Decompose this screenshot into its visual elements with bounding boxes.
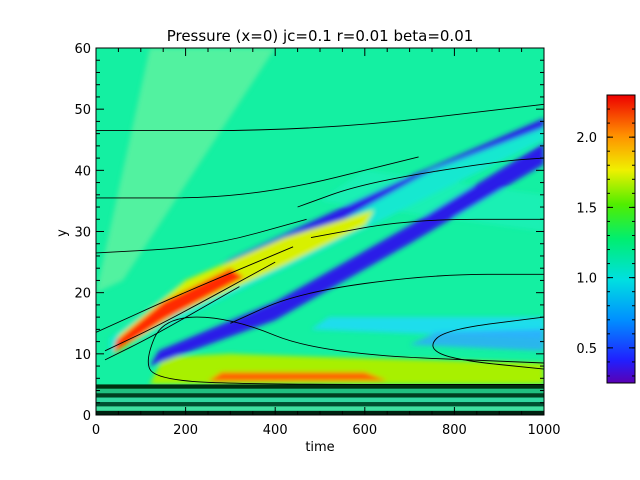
x-tick-label: 200 xyxy=(173,423,198,438)
y-tick-label: 40 xyxy=(74,164,91,179)
y-tick-label: 30 xyxy=(74,226,91,241)
bottom-band xyxy=(96,402,544,407)
contour-line xyxy=(96,218,307,254)
bottom-band xyxy=(96,388,544,394)
colorbar: 0.5 1.0 1.5 2.0 xyxy=(576,94,636,384)
y-axis: 0 10 20 30 40 50 60 xyxy=(74,42,544,424)
contour-line xyxy=(96,103,544,132)
colorbar-tick-label: 1.5 xyxy=(576,201,597,216)
x-axis: 0 200 400 600 800 1000 xyxy=(92,48,561,438)
colorbar-gradient xyxy=(606,94,636,384)
light-wedge xyxy=(96,48,276,293)
contour-line xyxy=(230,273,544,324)
colorbar-tick-label: 2.0 xyxy=(576,131,597,146)
y-tick-label: 0 xyxy=(83,409,91,424)
y-tick-label: 10 xyxy=(74,348,91,363)
contour-line xyxy=(96,246,294,333)
compressed-front-yellow xyxy=(113,210,374,354)
x-tick-label: 0 xyxy=(92,423,100,438)
bottom-band xyxy=(96,406,544,411)
y-tick-label: 20 xyxy=(74,287,91,302)
contour-line xyxy=(104,261,276,352)
contour-line xyxy=(104,286,240,361)
upper-region xyxy=(320,170,544,232)
contour-line xyxy=(432,316,544,370)
contour-line xyxy=(310,218,544,239)
x-tick-label: 400 xyxy=(263,423,288,438)
high-pressure-band-y6 xyxy=(208,372,388,382)
chart-title: Pressure (x=0) jc=0.1 r=0.01 beta=0.01 xyxy=(167,27,474,45)
colorbar-tick-label: 0.5 xyxy=(576,342,597,357)
x-axis-label: time xyxy=(305,440,334,455)
bottom-band xyxy=(96,397,544,403)
compressed-front-red xyxy=(113,268,244,353)
x-tick-label: 1000 xyxy=(527,423,560,438)
colorbar-tick-label: 1.0 xyxy=(576,272,597,287)
contour-line xyxy=(297,157,544,208)
bottom-band xyxy=(96,393,544,398)
y-axis-label: y xyxy=(55,229,70,237)
plot-area xyxy=(96,48,544,415)
x-tick-label: 600 xyxy=(352,423,377,438)
y-tick-label: 50 xyxy=(74,103,91,118)
low-pressure-region xyxy=(409,329,544,351)
bottom-band xyxy=(96,384,544,389)
rarefied-band-lower xyxy=(149,142,544,367)
contour-line xyxy=(147,316,544,385)
contour-line xyxy=(96,156,419,199)
y-tick-label: 60 xyxy=(74,42,91,57)
x-tick-label: 800 xyxy=(442,423,467,438)
